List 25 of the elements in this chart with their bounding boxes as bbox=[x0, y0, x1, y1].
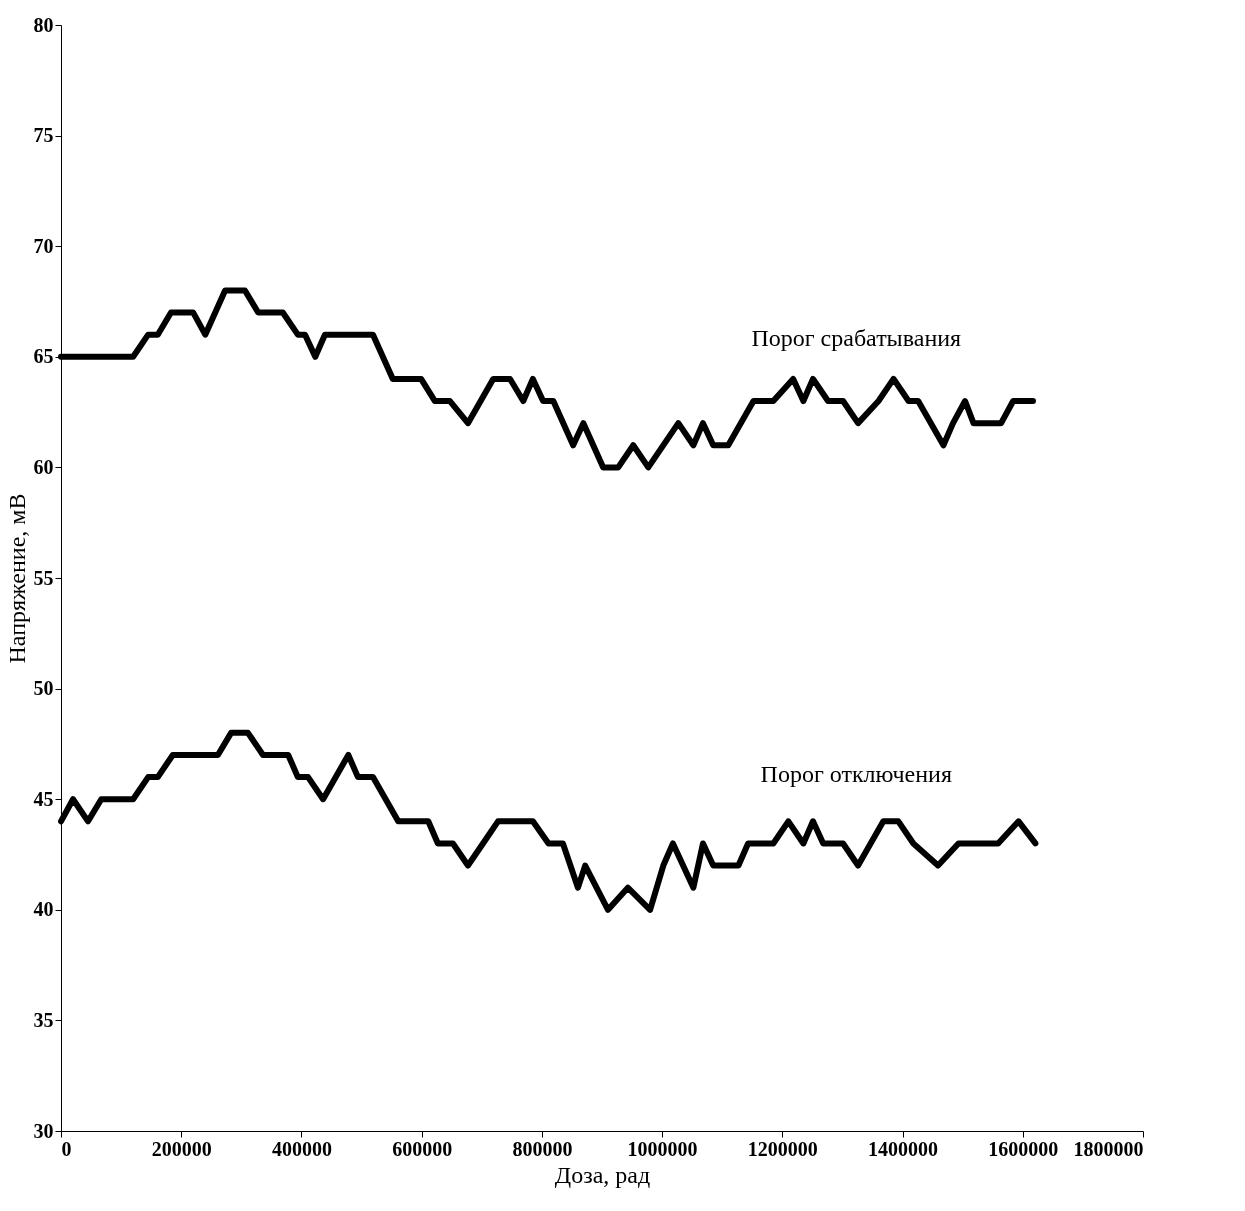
y-tick-label: 50 bbox=[33, 677, 54, 700]
x-tick-label: 200000 bbox=[151, 1137, 212, 1160]
text: Порог срабатывания bbox=[751, 324, 962, 351]
x-tick-label: 0 bbox=[61, 1137, 72, 1160]
y-tick-label: 55 bbox=[33, 566, 54, 589]
x-tick-label: 1000000 bbox=[627, 1137, 698, 1160]
y-tick-label: 70 bbox=[33, 234, 54, 257]
x-tick-label: 1200000 bbox=[747, 1137, 818, 1160]
y-tick-label: 60 bbox=[33, 455, 54, 478]
x-tick-label: 1400000 bbox=[868, 1137, 939, 1160]
x-tick-label: 400000 bbox=[271, 1137, 332, 1160]
y-tick-label: 35 bbox=[33, 1008, 54, 1031]
x-tick-label: 600000 bbox=[392, 1137, 453, 1160]
y-axis-title: Напряжение, мВ bbox=[3, 493, 30, 664]
y-tick-label: 40 bbox=[33, 898, 54, 921]
x-axis-title: Доза, рад bbox=[554, 1161, 651, 1188]
series-label: Порог отключения bbox=[760, 760, 952, 787]
y-tick-label: 75 bbox=[33, 124, 54, 147]
y-tick-label: 65 bbox=[33, 345, 54, 368]
x-tick-label: 1600000 bbox=[988, 1137, 1059, 1160]
y-tick-label: 80 bbox=[33, 13, 54, 36]
x-tick-label: 1800000 bbox=[1073, 1137, 1144, 1160]
x-tick-label: 800000 bbox=[512, 1137, 573, 1160]
y-tick-label: 45 bbox=[33, 787, 54, 810]
y-tick-label: 30 bbox=[33, 1119, 54, 1142]
